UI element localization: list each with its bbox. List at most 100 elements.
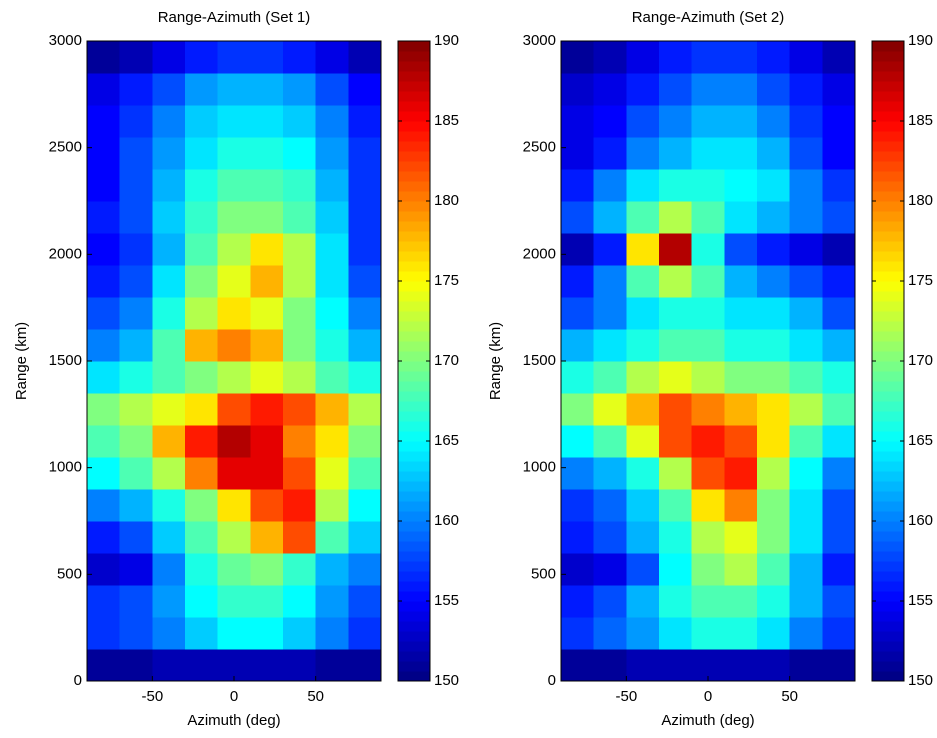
heatmap-cell bbox=[119, 489, 153, 522]
heatmap-cell bbox=[724, 41, 758, 74]
colorbar-swatch bbox=[398, 341, 430, 352]
colorbar-swatch bbox=[398, 471, 430, 482]
y-tick-label: 500 bbox=[531, 565, 556, 582]
heatmap-cell bbox=[348, 329, 382, 362]
heatmap-cell bbox=[561, 169, 595, 202]
heatmap-cell bbox=[822, 457, 856, 490]
heatmap-cell bbox=[724, 265, 758, 298]
heatmap-cell bbox=[757, 457, 791, 490]
heatmap-cell bbox=[348, 457, 382, 490]
heatmap-cell bbox=[217, 489, 251, 522]
y-tick-label: 2000 bbox=[49, 245, 82, 262]
colorbar-swatch bbox=[872, 481, 904, 492]
heatmap-cell bbox=[724, 201, 758, 234]
colorbar-swatch bbox=[872, 291, 904, 302]
heatmap-cell bbox=[348, 617, 382, 650]
heatmap-cell bbox=[119, 617, 153, 650]
colorbar-swatch bbox=[398, 61, 430, 72]
heatmap-cell bbox=[152, 329, 186, 362]
heatmap-cell bbox=[626, 489, 660, 522]
colorbar-swatch bbox=[398, 191, 430, 202]
heatmap-cell bbox=[283, 329, 317, 362]
heatmap-cell bbox=[724, 521, 758, 554]
colorbar-tick-label: 190 bbox=[908, 32, 933, 49]
heatmap-cell bbox=[283, 105, 317, 138]
heatmap-cell bbox=[691, 489, 725, 522]
heatmap-cell bbox=[659, 489, 693, 522]
heatmap-cell bbox=[593, 265, 627, 298]
heatmap-cell bbox=[87, 169, 121, 202]
heatmap-cell bbox=[87, 393, 121, 426]
colorbar-swatch bbox=[872, 541, 904, 552]
heatmap-cell bbox=[822, 553, 856, 586]
heatmap-cell bbox=[659, 649, 693, 682]
colorbar-swatch bbox=[398, 401, 430, 412]
heatmap-cell bbox=[217, 169, 251, 202]
colorbar-swatch bbox=[872, 501, 904, 512]
heatmap-cell bbox=[757, 521, 791, 554]
y-tick-label: 3000 bbox=[49, 32, 82, 49]
heatmap-cell bbox=[593, 329, 627, 362]
heatmap-cell bbox=[348, 393, 382, 426]
heatmap-cell bbox=[659, 137, 693, 170]
colorbar-swatch bbox=[398, 351, 430, 362]
heatmap-cell bbox=[724, 329, 758, 362]
heatmap-cell bbox=[152, 585, 186, 618]
colorbar-swatch bbox=[398, 301, 430, 312]
colorbar-swatch bbox=[398, 511, 430, 522]
heatmap-cell bbox=[757, 617, 791, 650]
heatmap-cell bbox=[283, 457, 317, 490]
heatmap-cell bbox=[185, 233, 219, 266]
heatmap-cell bbox=[250, 585, 284, 618]
heatmap-cell bbox=[789, 265, 823, 298]
heatmap-cell bbox=[561, 201, 595, 234]
heatmap-cell bbox=[561, 105, 595, 138]
colorbar-swatch bbox=[872, 241, 904, 252]
heatmap-cell bbox=[217, 233, 251, 266]
colorbar-swatch bbox=[872, 311, 904, 322]
colorbar-swatch bbox=[398, 601, 430, 612]
heatmap-cell bbox=[561, 553, 595, 586]
heatmap-cell bbox=[757, 73, 791, 106]
heatmap-cell bbox=[87, 489, 121, 522]
heatmap-cell bbox=[185, 649, 219, 682]
heatmap-cell bbox=[315, 329, 349, 362]
heatmap-cell bbox=[283, 297, 317, 330]
heatmap-cell bbox=[789, 361, 823, 394]
heatmap-cell bbox=[691, 169, 725, 202]
colorbar-tick-label: 185 bbox=[434, 112, 459, 129]
heatmap-cell bbox=[87, 265, 121, 298]
heatmap-cell bbox=[315, 169, 349, 202]
colorbar-tick-label: 165 bbox=[434, 432, 459, 449]
colorbar-swatch bbox=[872, 171, 904, 182]
heatmap-cell bbox=[822, 105, 856, 138]
heatmap-cell bbox=[659, 393, 693, 426]
heatmap-cell bbox=[87, 585, 121, 618]
heatmap-cell bbox=[185, 521, 219, 554]
colorbar-swatch bbox=[398, 411, 430, 422]
colorbar-swatch bbox=[872, 581, 904, 592]
heatmap-cell bbox=[659, 169, 693, 202]
heatmap-cell bbox=[561, 41, 595, 74]
heatmap-cell bbox=[152, 425, 186, 458]
heatmap-cell bbox=[561, 361, 595, 394]
heatmap-cell bbox=[757, 233, 791, 266]
heatmap-cell bbox=[626, 169, 660, 202]
colorbar-swatch bbox=[398, 211, 430, 222]
heatmap-cell bbox=[185, 617, 219, 650]
heatmap-cell bbox=[185, 425, 219, 458]
heatmap-cell bbox=[691, 521, 725, 554]
y-axis-label: Range (km) bbox=[487, 322, 504, 400]
y-tick-label: 0 bbox=[548, 672, 556, 689]
heatmap-cell bbox=[691, 393, 725, 426]
heatmap-cell bbox=[593, 489, 627, 522]
heatmap-cell bbox=[217, 73, 251, 106]
heatmap-cell bbox=[822, 233, 856, 266]
heatmap-cell bbox=[789, 233, 823, 266]
heatmap-cell bbox=[724, 649, 758, 682]
heatmap-cell bbox=[593, 553, 627, 586]
heatmap-cell bbox=[87, 617, 121, 650]
heatmap-cell bbox=[217, 457, 251, 490]
heatmap-cell bbox=[152, 265, 186, 298]
heatmap-cell bbox=[822, 489, 856, 522]
